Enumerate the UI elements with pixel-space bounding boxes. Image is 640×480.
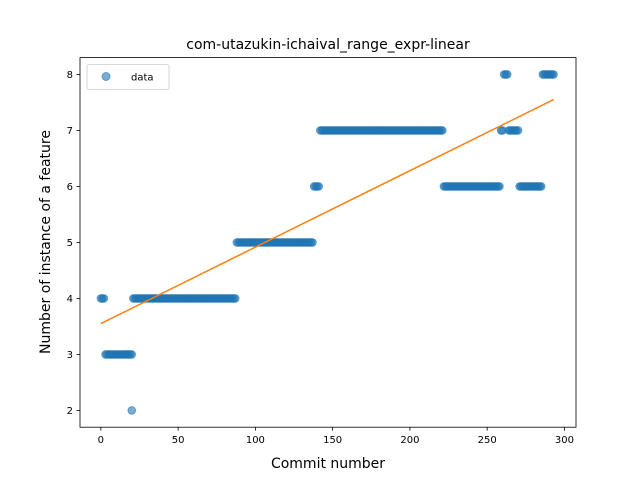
legend-label: data: [131, 73, 154, 84]
data-point: [127, 350, 137, 359]
y-tick-label: 4: [67, 294, 73, 305]
data-point: [308, 238, 317, 247]
x-tick-label: 50: [172, 435, 185, 446]
data-point: [230, 294, 240, 303]
x-axis-ticks: 0 50 100 150 200 250 300: [98, 427, 574, 446]
legend: data: [86, 64, 170, 90]
y-tick-label: 7: [67, 126, 73, 137]
scatter-points: [96, 70, 558, 415]
data-point: [536, 182, 546, 191]
data-point: [549, 70, 558, 79]
fit-line: [100, 98, 554, 325]
data-point: [502, 70, 512, 79]
data-point: [513, 126, 523, 135]
data-point: [438, 126, 447, 135]
x-tick-label: 100: [246, 435, 265, 446]
data-point: [495, 182, 504, 191]
plot-area: [80, 57, 576, 428]
y-axis-ticks: 2 3 4 5 6 7 8: [67, 70, 80, 417]
x-axis-label: Commit number: [271, 456, 385, 472]
data-point: [99, 294, 109, 303]
y-tick-label: 6: [67, 182, 73, 193]
x-tick-label: 150: [323, 435, 342, 446]
x-tick-label: 200: [400, 435, 419, 446]
y-axis-label: Number of instance of a feature: [38, 130, 54, 354]
y-tick-label: 3: [67, 350, 73, 361]
data-point: [314, 182, 324, 191]
y-tick-label: 2: [67, 406, 73, 417]
x-tick-label: 250: [478, 435, 497, 446]
y-tick-label: 8: [67, 70, 73, 81]
y-tick-label: 5: [67, 238, 73, 249]
legend-box: [86, 64, 170, 90]
x-tick-label: 300: [555, 435, 574, 446]
legend-marker: [101, 72, 111, 81]
chart-title: com-utazukin-ichaival_range_expr-linear: [186, 37, 470, 53]
x-tick-label: 0: [98, 435, 104, 446]
fit-line-layer: [100, 98, 554, 325]
data-point: [127, 406, 137, 415]
